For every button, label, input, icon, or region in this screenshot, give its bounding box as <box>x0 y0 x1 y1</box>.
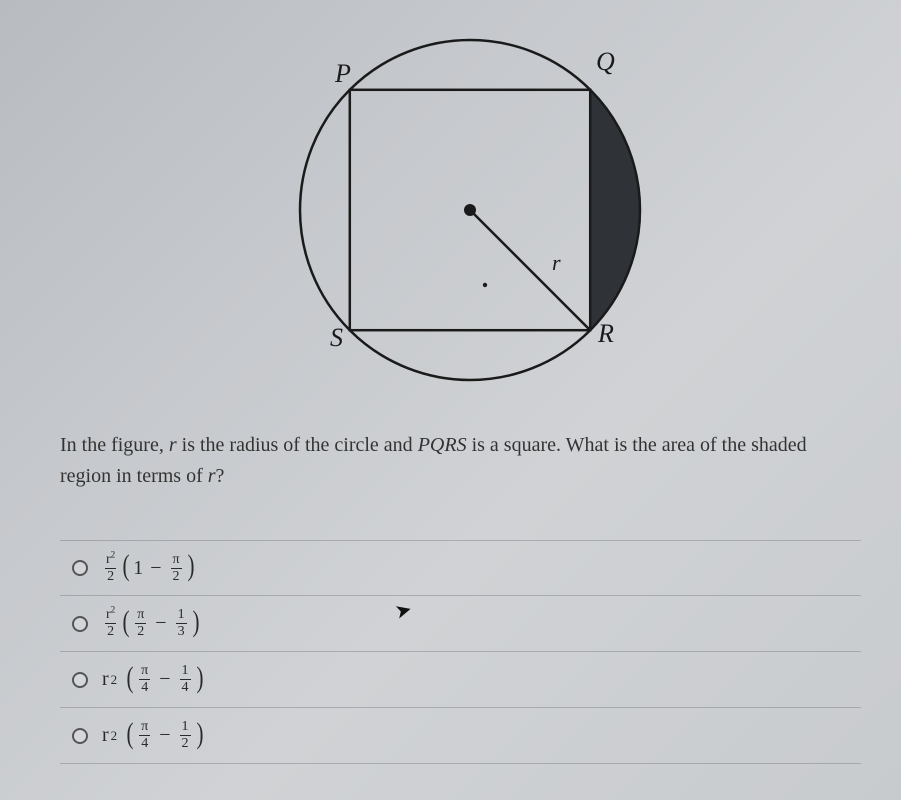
shaded-region <box>590 90 640 330</box>
option-c-math: r2 ( π 4 − 1 4 ) <box>102 664 205 695</box>
label-s: S <box>330 323 343 352</box>
geometry-figure: P Q R S r <box>280 10 660 390</box>
radio-b[interactable] <box>72 616 88 632</box>
option-d[interactable]: r2 ( π 4 − 1 2 ) <box>60 708 861 764</box>
options-list: r2 2 ( 1 − π 2 ) r2 2 ( π 2 − <box>60 540 861 764</box>
radio-a[interactable] <box>72 560 88 576</box>
q-mid: is the radius of the circle and <box>177 434 418 456</box>
option-a-math: r2 2 ( 1 − π 2 ) <box>102 553 196 584</box>
label-p: P <box>334 59 351 88</box>
question-text: In the figure, r is the radius of the ci… <box>60 430 861 492</box>
center-dot <box>464 204 476 216</box>
q-r2: r <box>208 465 216 487</box>
q-end: ? <box>216 465 225 487</box>
q-pqrs: PQRS <box>418 434 467 456</box>
option-c[interactable]: r2 ( π 4 − 1 4 ) <box>60 652 861 708</box>
q-prefix: In the figure, <box>60 434 169 456</box>
q-r: r <box>169 434 177 456</box>
radio-c[interactable] <box>72 672 88 688</box>
option-a[interactable]: r2 2 ( 1 − π 2 ) <box>60 540 861 596</box>
stray-dot <box>483 283 487 287</box>
radio-d[interactable] <box>72 728 88 744</box>
label-r-radius: r <box>552 250 561 275</box>
option-b[interactable]: r2 2 ( π 2 − 1 3 ) <box>60 596 861 652</box>
option-b-math: r2 2 ( π 2 − 1 3 ) <box>102 608 201 639</box>
option-d-math: r2 ( π 4 − 1 2 ) <box>102 720 205 751</box>
figure-svg: P Q R S r <box>280 10 660 390</box>
radius-line <box>470 210 590 330</box>
label-r-vertex: R <box>597 319 614 348</box>
label-q: Q <box>596 47 615 76</box>
